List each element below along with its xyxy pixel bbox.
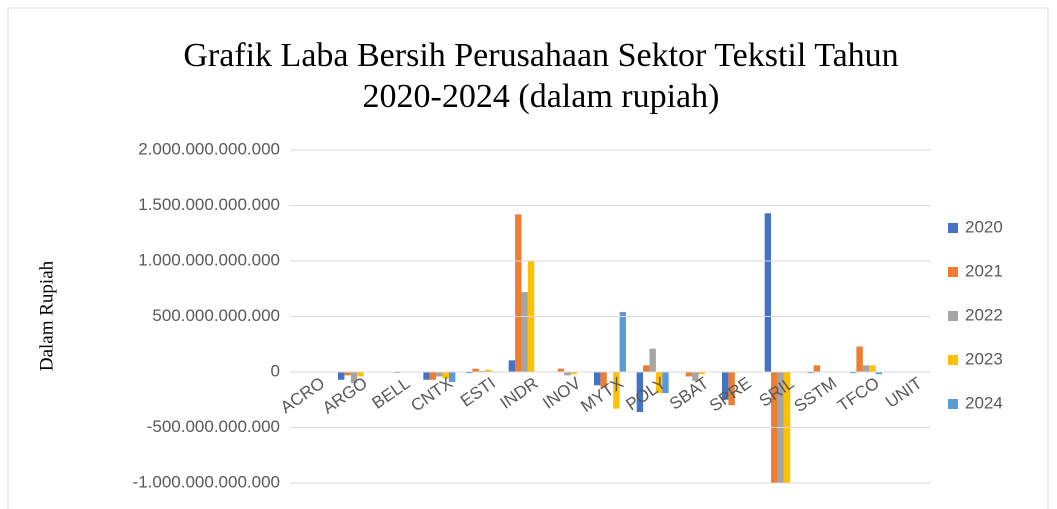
bar <box>685 372 693 377</box>
legend-label: 2024 <box>965 393 1003 412</box>
bar <box>722 372 729 400</box>
x-tick-label: SSTM <box>791 373 841 416</box>
bar <box>692 372 699 381</box>
y-tick-label: -1.000.000.000.000 <box>133 472 280 491</box>
x-tick-label: SBAT <box>666 373 712 413</box>
bar <box>728 372 735 406</box>
legend-label: 2020 <box>965 217 1003 236</box>
bar <box>485 369 492 372</box>
bar <box>508 360 516 372</box>
bar <box>448 372 456 382</box>
bar <box>698 372 705 375</box>
bar <box>478 370 486 372</box>
x-tick-label: POLY <box>623 373 670 414</box>
bar <box>662 372 669 394</box>
bar <box>875 372 882 375</box>
y-tick-label: 0 <box>271 361 280 380</box>
y-tick-label: -500.000.000.000 <box>147 417 280 436</box>
x-tick-label: ACRO <box>277 373 328 417</box>
bar <box>613 372 620 409</box>
bar <box>850 372 857 374</box>
y-tick-label: 1.000.000.000.000 <box>138 250 280 269</box>
y-tick-label: 2.000.000.000.000 <box>138 139 280 158</box>
bar <box>862 365 870 372</box>
bar <box>393 372 400 374</box>
y-axis-label: Dalam Rupiah <box>36 260 57 371</box>
legend-swatch <box>948 399 958 409</box>
bar <box>423 372 430 380</box>
bar <box>472 368 479 372</box>
bar <box>466 372 473 374</box>
x-tick-label: BELL <box>369 373 414 412</box>
bar <box>636 372 644 412</box>
legend-swatch <box>948 223 958 233</box>
x-tick-label: ARGO <box>319 373 371 417</box>
bar <box>643 365 650 372</box>
legend-label: 2023 <box>965 349 1003 368</box>
bar <box>600 372 607 388</box>
bar <box>764 213 772 372</box>
bar <box>350 372 358 384</box>
bar <box>357 372 364 377</box>
bar <box>442 372 449 379</box>
bar <box>813 365 821 372</box>
bar <box>649 348 656 372</box>
legend-swatch <box>948 311 958 321</box>
chart-title: Grafik Laba Bersih Perusahaan Sektor Tek… <box>183 37 898 74</box>
bar <box>594 372 601 386</box>
bar <box>619 312 626 372</box>
legend-label: 2021 <box>965 261 1003 280</box>
x-tick-label: INOV <box>539 373 584 413</box>
bar <box>570 372 577 375</box>
chart-border <box>7 7 1049 509</box>
x-tick-label: UNIT <box>882 373 925 411</box>
x-tick-label: ESTI <box>457 373 499 410</box>
legend-label: 2022 <box>965 305 1003 324</box>
bar <box>515 214 522 372</box>
bar <box>521 292 528 372</box>
legend-swatch <box>948 355 958 365</box>
bar <box>429 372 437 380</box>
x-tick-label: INDR <box>497 373 542 412</box>
bar <box>436 372 443 377</box>
bar <box>557 368 565 372</box>
legend-swatch <box>948 267 958 277</box>
x-tick-label: TFCO <box>834 373 883 415</box>
y-tick-label: 1.500.000.000.000 <box>138 195 280 214</box>
bar <box>564 372 571 376</box>
bar <box>338 372 345 380</box>
bar <box>869 365 876 372</box>
bar <box>807 372 814 374</box>
chart-title: 2020-2024 (dalam rupiah) <box>363 78 720 115</box>
bar <box>856 346 863 372</box>
y-tick-label: 500.000.000.000 <box>152 306 280 325</box>
bar <box>655 372 663 394</box>
bar <box>344 372 351 376</box>
